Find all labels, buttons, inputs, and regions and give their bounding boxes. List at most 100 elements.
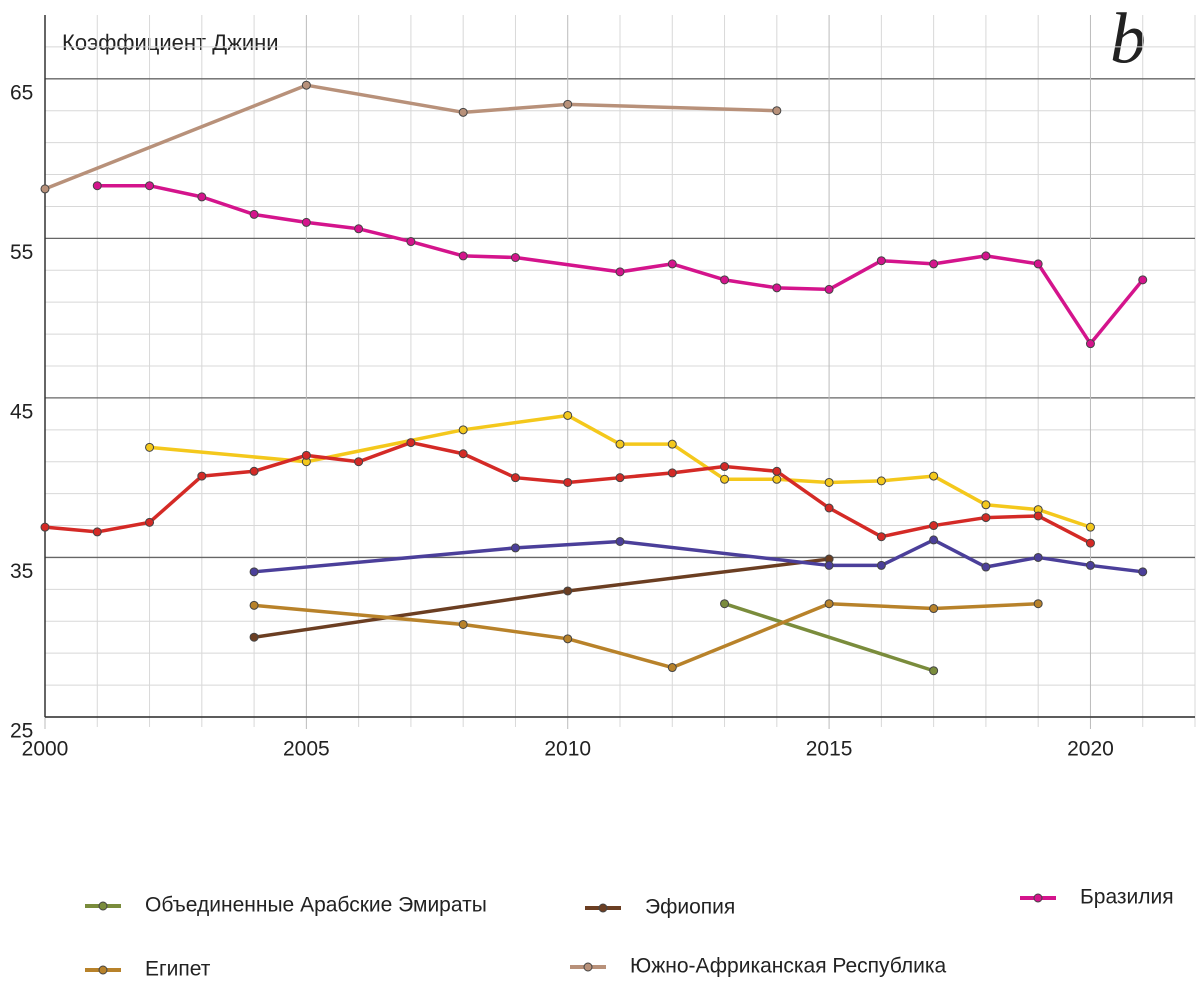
data-point: [1085, 339, 1095, 349]
data-point: [615, 473, 625, 483]
data-point: [929, 521, 939, 531]
data-point: [301, 450, 311, 460]
data-point: [249, 600, 259, 610]
legend-label: Объединенные Арабские Эмираты: [145, 894, 487, 917]
data-point: [249, 466, 259, 476]
data-point: [563, 99, 573, 109]
series-line: [253, 601, 1039, 670]
y-tick-label: 35: [10, 560, 33, 583]
series-line: [253, 538, 1143, 574]
data-point: [145, 181, 155, 191]
data-point: [354, 224, 364, 234]
data-point: [40, 184, 50, 194]
data-point: [1138, 567, 1148, 577]
data-point: [824, 284, 834, 294]
legend-label: Эфиопия: [645, 896, 735, 919]
legend-marker: [583, 962, 593, 972]
data-point: [458, 251, 468, 261]
legend-label: Южно-Африканская Республика: [630, 955, 947, 978]
data-point: [563, 634, 573, 644]
data-point: [772, 283, 782, 293]
data-point: [772, 474, 782, 484]
data-point: [563, 477, 573, 487]
data-point: [981, 500, 991, 510]
data-point: [929, 666, 939, 676]
data-point: [1085, 560, 1095, 570]
series-line: [724, 602, 935, 673]
series-line: [149, 413, 1092, 529]
data-point: [667, 468, 677, 478]
data-point: [1033, 259, 1043, 269]
data-point: [876, 476, 886, 486]
data-point: [197, 192, 207, 202]
legend-label: Египет: [145, 958, 211, 981]
data-point: [1085, 522, 1095, 532]
data-point: [197, 471, 207, 481]
data-point: [301, 217, 311, 227]
data-point: [1033, 599, 1043, 609]
series-line: [253, 557, 830, 639]
data-point: [354, 457, 364, 467]
data-point: [1033, 552, 1043, 562]
data-point: [929, 259, 939, 269]
data-point: [301, 80, 311, 90]
data-point: [92, 181, 102, 191]
data-point: [458, 619, 468, 629]
data-point: [876, 560, 886, 570]
data-point: [772, 466, 782, 476]
legend-marker: [1033, 893, 1043, 903]
data-point: [145, 442, 155, 452]
data-point: [249, 632, 259, 642]
y-tick-label: 25: [10, 720, 33, 743]
data-point: [458, 107, 468, 117]
data-point: [563, 410, 573, 420]
data-point: [510, 473, 520, 483]
data-point: [772, 106, 782, 116]
data-point: [1085, 538, 1095, 548]
legend-marker: [98, 901, 108, 911]
data-point: [458, 425, 468, 435]
data-point: [824, 477, 834, 487]
data-point: [876, 532, 886, 542]
data-point: [145, 517, 155, 527]
data-point: [615, 537, 625, 546]
x-tick-label: 2015: [806, 738, 853, 761]
y-tick-label: 65: [10, 81, 33, 104]
data-point: [720, 599, 730, 609]
legend-marker: [598, 903, 608, 913]
data-point: [667, 439, 677, 449]
data-point: [40, 522, 50, 532]
data-point: [667, 663, 677, 673]
x-tick-label: 2020: [1067, 738, 1114, 761]
data-point: [720, 474, 730, 484]
data-point: [1138, 275, 1148, 285]
series-line: [97, 183, 1145, 346]
x-tick-label: 2000: [22, 738, 69, 761]
x-tick-label: 2010: [544, 738, 591, 761]
data-point: [929, 535, 939, 545]
data-point: [1033, 511, 1043, 521]
data-point: [563, 586, 573, 596]
data-point: [824, 503, 834, 513]
data-point: [92, 527, 102, 537]
data-point: [615, 439, 625, 449]
data-point: [249, 567, 259, 577]
legend-marker: [98, 965, 108, 975]
chart-title: Коэффициент Джини: [62, 30, 279, 55]
data-point: [510, 253, 520, 263]
data-point: [458, 449, 468, 459]
data-point: [510, 543, 520, 553]
y-tick-label: 55: [10, 241, 33, 264]
data-point: [981, 513, 991, 523]
y-tick-label: 45: [10, 400, 33, 423]
x-tick-label: 2005: [283, 738, 330, 761]
data-point: [249, 209, 259, 219]
data-point: [667, 259, 677, 269]
data-point: [981, 251, 991, 261]
data-point: [824, 599, 834, 609]
data-point: [720, 462, 730, 472]
data-point: [720, 275, 730, 285]
data-point: [406, 438, 416, 448]
data-point: [929, 471, 939, 481]
